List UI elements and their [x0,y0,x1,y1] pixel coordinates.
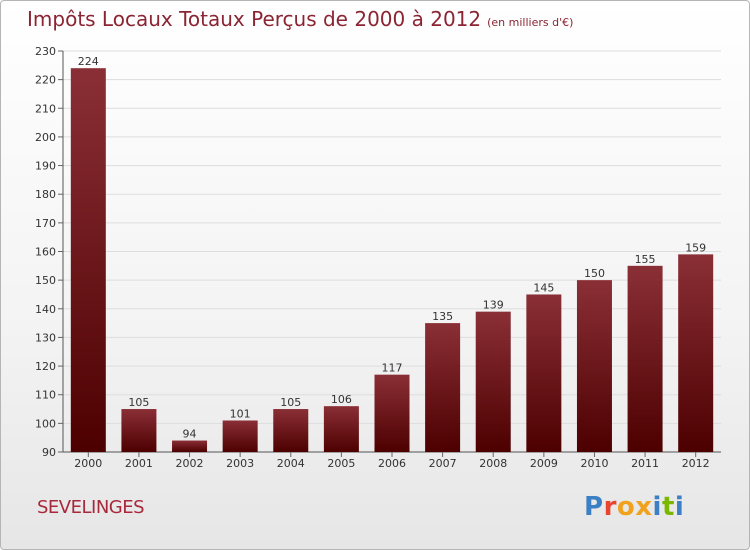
x-tick-label: 2006 [378,457,406,470]
y-tick-label: 160 [35,246,56,259]
y-tick-label: 210 [35,102,56,115]
bar-value-label: 105 [128,396,149,409]
logo-letter: i [652,492,662,522]
y-tick-label: 180 [35,188,56,201]
y-tick-label: 110 [35,389,56,402]
bar [627,265,663,452]
y-tick-label: 220 [35,74,56,87]
logo-letter: r [603,492,617,522]
y-tick-label: 120 [35,360,56,373]
bar [70,68,106,452]
y-tick-label: 230 [35,45,56,58]
bar [678,254,714,452]
bar [576,280,612,452]
labels: 90 100 110 120 130 140 150 160 170 180 190 200 210 22… [35,45,710,470]
bar-value-label: 135 [432,310,453,323]
bar [475,311,511,452]
bar-value-label: 150 [584,267,605,280]
x-tick-label: 2012 [682,457,710,470]
bar-value-label: 106 [331,393,352,406]
logo-letter: t [661,492,675,522]
bar [273,409,309,452]
bar [323,406,359,452]
bar-value-label: 139 [483,299,504,312]
bar [374,374,410,452]
y-tick-label: 200 [35,131,56,144]
logo-letter: P [584,492,604,522]
logo-letter: i [674,492,685,522]
y-tick-label: 140 [35,303,56,316]
bar-value-label: 159 [685,241,706,254]
bar [121,409,157,452]
bar-value-label: 101 [230,407,251,420]
x-tick-label: 2010 [580,457,608,470]
logo-letter: x [635,492,653,522]
bar-value-label: 94 [183,428,197,441]
commune-name: SEVELINGES [37,497,145,518]
bar [526,294,562,452]
x-tick-label: 2009 [530,457,558,470]
bar [425,323,461,452]
bar-value-label: 117 [382,362,403,375]
x-tick-label: 2005 [327,457,355,470]
bar [172,440,208,452]
bar [222,420,258,452]
x-tick-label: 2004 [277,457,305,470]
bars [70,68,714,452]
x-tick-label: 2000 [74,457,102,470]
x-tick-label: 2001 [125,457,153,470]
y-tick-label: 90 [42,446,56,459]
x-tick-label: 2002 [176,457,204,470]
proxiti-logo[interactable]: Proxiti [584,492,684,522]
y-tick-label: 170 [35,217,56,230]
x-tick-label: 2011 [631,457,659,470]
y-tick-label: 100 [35,417,56,430]
bar-value-label: 155 [635,253,656,266]
x-tick-label: 2007 [429,457,457,470]
x-tick-label: 2003 [226,457,254,470]
bar-value-label: 145 [533,281,554,294]
chart-title: Impôts Locaux Totaux Perçus de 2000 à 20… [27,7,573,31]
chart-subtitle: (en milliers d'€) [487,16,574,29]
bar-value-label: 105 [280,396,301,409]
y-tick-label: 150 [35,274,56,287]
chart-title-text: Impôts Locaux Totaux Perçus de 2000 à 20… [27,7,482,31]
bar-value-label: 224 [78,55,99,68]
y-tick-label: 130 [35,331,56,344]
y-tick-label: 190 [35,160,56,173]
logo-letter: o [616,492,636,522]
x-tick-label: 2008 [479,457,507,470]
